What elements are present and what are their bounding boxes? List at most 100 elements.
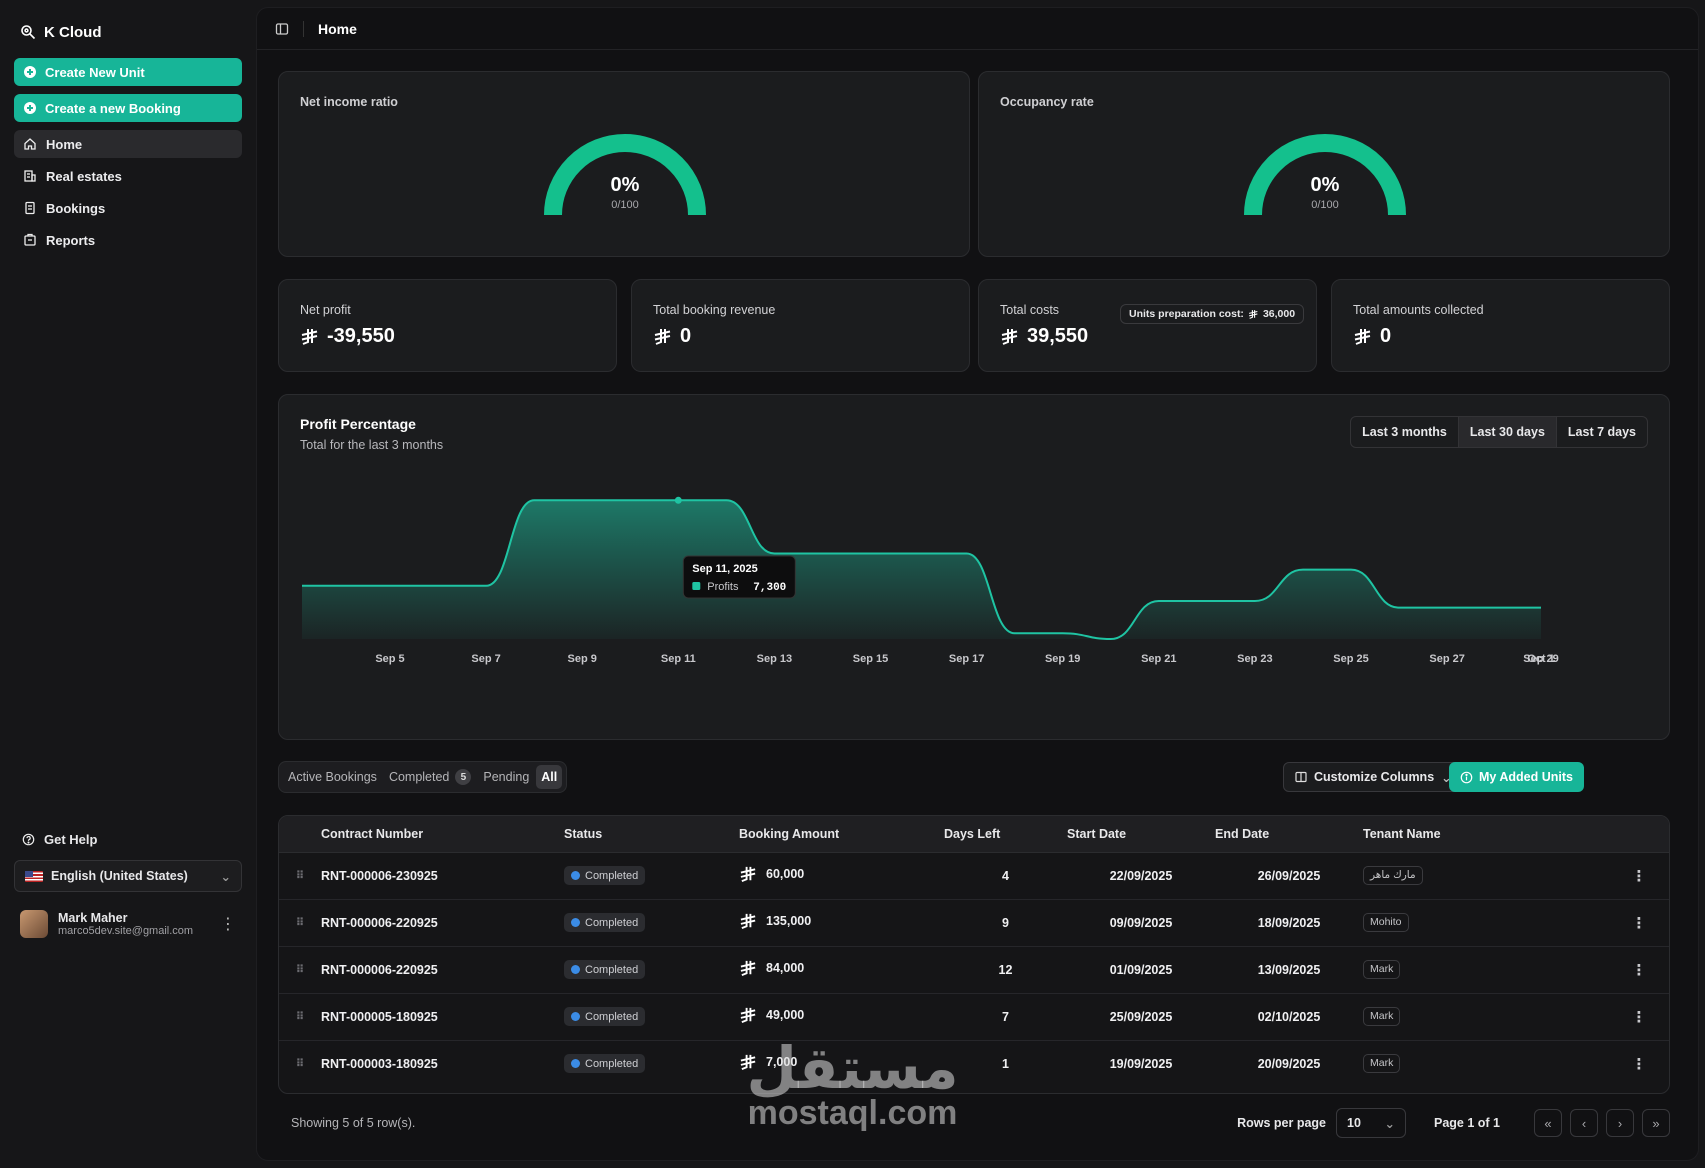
get-help-label: Get Help <box>44 831 98 847</box>
column-header-end-date[interactable]: End Date <box>1215 816 1363 853</box>
table-header-row: Contract Number Status Booking Amount Da… <box>279 816 1669 853</box>
status-dot-icon <box>571 871 580 880</box>
range-last-30-days[interactable]: Last 30 days <box>1457 417 1556 447</box>
gauge-sub: 0/100 <box>611 199 639 211</box>
units-preparation-badge: Units preparation cost: 36,000 <box>1120 304 1305 324</box>
column-header-start-date[interactable]: Start Date <box>1067 816 1215 853</box>
stat-value: 0 <box>1353 325 1391 348</box>
row-actions-icon[interactable]: ⋮ <box>1631 1055 1647 1073</box>
drag-handle-icon[interactable]: ⠿ <box>279 899 321 947</box>
sidebar-item-real-estates[interactable]: Real estates <box>14 162 242 190</box>
range-last-3-months[interactable]: Last 3 months <box>1362 425 1447 439</box>
count-badge: 5 <box>455 769 472 785</box>
sidebar-item-bookings[interactable]: Bookings <box>14 194 242 222</box>
end-date: 13/09/2025 <box>1215 946 1363 994</box>
drag-handle-icon[interactable]: ⠿ <box>295 1058 305 1071</box>
next-page-icon[interactable]: › <box>1606 1109 1634 1137</box>
table-row[interactable]: ⠿ RNT-000005-180925 Completed 49,000 7 25/09/… <box>279 993 1669 1041</box>
tab-active-bookings[interactable]: Active Bookings <box>283 765 382 789</box>
drag-handle-icon[interactable]: ⠿ <box>279 852 321 900</box>
amount-cell: 49,000 <box>739 993 944 1041</box>
table-row[interactable]: ⠿ RNT-000006-230925 Completed 60,000 4 22/09/… <box>279 852 1669 900</box>
tab-all[interactable]: All <box>536 765 563 789</box>
actions-column-header <box>1609 816 1669 853</box>
x-tick-label: Sep 13 <box>757 653 792 665</box>
brand[interactable]: K Cloud <box>20 20 236 44</box>
first-page-icon[interactable]: « <box>1534 1109 1562 1137</box>
table-row[interactable]: ⠿ RNT-000006-220925 Completed 135,000 9 09/09… <box>279 899 1669 947</box>
status-badge: Completed <box>564 1007 646 1026</box>
riyal-icon <box>740 960 756 976</box>
rows-per-page-select[interactable]: 10 ⌄ <box>1336 1108 1406 1138</box>
customize-columns-button[interactable]: Customize Columns ⌄ <box>1283 762 1464 792</box>
rows-per-page-value: 10 <box>1347 1116 1361 1130</box>
stat-label: Net profit <box>300 303 351 317</box>
stat-number: 0 <box>1380 325 1392 347</box>
user-email: marco5dev.site@gmail.com <box>58 925 194 937</box>
my-added-units-label: My Added Units <box>1479 770 1573 784</box>
status-cell: Completed <box>564 946 739 994</box>
column-header-tenant[interactable]: Tenant Name <box>1363 816 1609 853</box>
table-row[interactable]: ⠿ RNT-000006-220925 Completed 84,000 12 01/09… <box>279 946 1669 994</box>
tab-completed[interactable]: Completed 5 <box>384 765 476 789</box>
booking-amount: 60,000 <box>766 867 805 881</box>
tab-pending[interactable]: Pending <box>478 765 534 789</box>
main-content: Home Net income ratio 0% 0/100 Occupancy… <box>256 7 1699 1161</box>
x-tick-label: Sep 5 <box>375 653 404 665</box>
status-cell: Completed <box>564 899 739 947</box>
column-header-contract[interactable]: Contract Number <box>321 816 564 853</box>
create-unit-button[interactable]: Create New Unit <box>14 58 242 86</box>
my-added-units-button[interactable]: My Added Units <box>1449 762 1584 792</box>
get-help-link[interactable]: Get Help <box>14 828 242 850</box>
info-circle-icon <box>1460 771 1473 783</box>
row-actions-icon[interactable]: ⋮ <box>1609 899 1669 947</box>
tenant-cell: Mark <box>1363 993 1609 1041</box>
range-last-7-days[interactable]: Last 7 days <box>1555 417 1647 447</box>
status-dot-icon <box>571 1059 580 1069</box>
drag-handle-icon[interactable]: ⠿ <box>279 993 321 1041</box>
booking-filter-tabs: Active Bookings Completed 5 Pending All <box>278 761 568 793</box>
profit-area-chart[interactable]: Sep 5 Sep 7 Sep 9 Sep 11 Sep 13 Sep 15 Sep 17 S… <box>279 475 1669 705</box>
riyal-icon <box>740 913 756 929</box>
status-text: Completed <box>585 869 639 882</box>
status-cell: Completed <box>564 993 739 1041</box>
status-badge: Completed <box>564 960 646 979</box>
last-page-icon[interactable]: » <box>1642 1109 1670 1137</box>
gauge-label: Net income ratio <box>300 95 398 109</box>
end-date: 20/09/2025 <box>1257 1056 1321 1071</box>
start-date: 22/09/2025 <box>1067 852 1215 900</box>
customize-columns-label: Customize Columns <box>1314 770 1435 784</box>
contract-number: RNT-000006-230925 <box>321 852 564 900</box>
table-row[interactable]: ⠿ RNT-000003-180925 Completed 7,000 1 19/09/2… <box>279 1040 1669 1087</box>
gauge-label: Occupancy rate <box>1000 95 1094 109</box>
status-text: Completed <box>585 916 639 929</box>
language-select[interactable]: English (United States) ⌄ <box>14 860 242 892</box>
previous-page-icon[interactable]: ‹ <box>1570 1109 1598 1137</box>
status-dot-icon <box>571 965 580 974</box>
status-badge: Completed <box>564 913 646 932</box>
column-header-days-left[interactable]: Days Left <box>944 816 1067 853</box>
tooltip-date: Sep 11, 2025 <box>692 563 757 575</box>
hover-point <box>674 496 682 504</box>
row-actions-icon[interactable]: ⋮ <box>1609 852 1669 900</box>
more-vertical-icon[interactable]: ⋮ <box>220 916 236 933</box>
range-toggle: Last 3 months Last 30 days Last 7 days <box>1350 416 1648 448</box>
x-tick-label: Sep 21 <box>1141 653 1176 665</box>
stat-value: -39,550 <box>300 325 395 348</box>
x-tick-label: Sep 15 <box>853 653 888 665</box>
occupancy-rate-card: Occupancy rate 0% 0/100 <box>978 71 1670 257</box>
user-menu[interactable]: Mark Maher marco5dev.site@gmail.com ⋮ <box>14 910 242 938</box>
sidebar-item-home[interactable]: Home <box>14 130 242 158</box>
sidebar-item-label: Home <box>46 136 83 152</box>
sidebar-toggle-icon[interactable] <box>275 22 289 36</box>
status-cell: Completed <box>564 1040 739 1087</box>
drag-handle-icon[interactable]: ⠿ <box>279 946 321 994</box>
create-booking-button[interactable]: Create a new Booking <box>14 94 242 122</box>
sidebar-item-label: Bookings <box>46 200 106 216</box>
sidebar-item-reports[interactable]: Reports <box>14 226 242 254</box>
column-header-status[interactable]: Status <box>564 816 739 853</box>
gauge-arc <box>544 134 706 216</box>
row-actions-icon[interactable]: ⋮ <box>1609 993 1669 1041</box>
row-actions-icon[interactable]: ⋮ <box>1609 946 1669 994</box>
column-header-amount[interactable]: Booking Amount <box>739 816 944 853</box>
